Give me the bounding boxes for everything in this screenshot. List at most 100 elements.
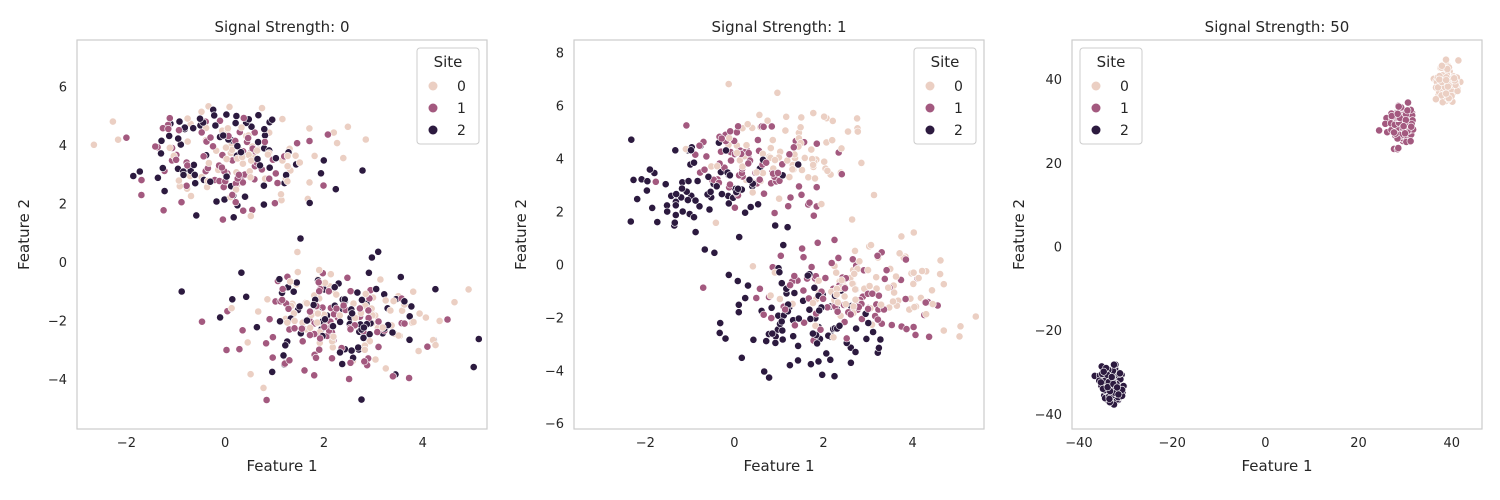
data-point-site-0 — [797, 113, 806, 122]
data-point-site-2 — [671, 146, 680, 155]
data-point-site-2 — [354, 343, 363, 352]
data-point-site-0 — [807, 145, 816, 154]
data-point-site-1 — [752, 294, 761, 302]
data-point-site-2 — [348, 309, 356, 318]
legend-marker-site-0 — [925, 81, 935, 91]
data-point-site-1 — [726, 180, 734, 189]
y-tick-label: 4 — [59, 139, 67, 154]
data-point-site-1 — [265, 315, 274, 324]
data-point-site-2 — [196, 114, 204, 123]
data-point-site-2 — [762, 337, 771, 345]
data-point-site-2 — [715, 328, 724, 337]
y-axis-label: Feature 2 — [15, 199, 33, 270]
data-point-site-1 — [175, 126, 183, 135]
legend-title: Site — [931, 53, 960, 71]
data-point-site-2 — [212, 197, 221, 206]
data-point-site-1 — [423, 342, 432, 351]
data-point-site-1 — [902, 255, 910, 264]
x-tick-label: 0 — [730, 436, 738, 451]
data-point-site-2 — [1097, 378, 1105, 387]
legend-marker-site-2 — [1091, 125, 1101, 135]
legend-entry-site-0: 0 — [428, 79, 466, 95]
data-point-site-0 — [864, 266, 872, 274]
data-point-site-2 — [864, 319, 873, 327]
data-point-site-2 — [778, 335, 787, 344]
data-point-site-2 — [268, 367, 277, 376]
data-point-site-2 — [704, 172, 713, 181]
data-point-site-2 — [754, 200, 762, 209]
data-point-site-2 — [190, 170, 199, 179]
data-point-site-1 — [754, 136, 762, 144]
data-point-site-1 — [874, 315, 882, 324]
data-point-site-0 — [853, 127, 862, 136]
data-point-site-0 — [360, 345, 369, 354]
scatter-panel-signal-1: −2 0 2 4 −6 −4 −2 0 2 4 6 8 Signal Strength: 1 Feat… — [512, 18, 985, 475]
data-point-site-1 — [319, 181, 328, 190]
x-axis-label: Feature 1 — [744, 457, 815, 475]
data-point-site-2 — [718, 190, 726, 198]
x-tick-label: 4 — [909, 436, 917, 451]
y-tick-label: 2 — [59, 197, 67, 212]
data-point-site-0 — [277, 190, 285, 199]
data-point-site-0 — [820, 112, 828, 121]
data-point-site-1 — [864, 304, 872, 313]
data-point-site-0 — [302, 299, 311, 308]
legend-box — [1079, 47, 1143, 145]
data-point-site-2 — [372, 285, 381, 293]
data-point-site-1 — [1406, 137, 1415, 146]
data-point-site-1 — [755, 175, 764, 184]
data-point-site-1 — [209, 142, 217, 151]
legend-marker-site-1 — [1091, 103, 1101, 113]
data-point-site-1 — [781, 305, 790, 314]
data-point-site-2 — [219, 131, 228, 140]
data-point-site-2 — [174, 134, 183, 143]
data-point-site-1 — [902, 325, 911, 333]
data-point-site-2 — [359, 333, 368, 342]
data-point-site-1 — [868, 289, 877, 298]
data-point-site-1 — [774, 168, 782, 177]
data-point-site-2 — [749, 335, 758, 344]
data-point-site-2 — [259, 181, 268, 190]
data-point-site-0 — [263, 295, 272, 304]
data-point-site-1 — [816, 325, 825, 334]
data-point-site-1 — [909, 323, 918, 331]
y-tick-label: −40 — [1035, 408, 1062, 423]
data-point-site-0 — [254, 307, 263, 316]
data-point-site-2 — [695, 202, 704, 211]
data-point-site-1 — [388, 372, 397, 381]
data-point-site-2 — [726, 171, 734, 180]
data-point-site-0 — [914, 274, 923, 282]
data-point-site-0 — [290, 316, 299, 325]
data-point-site-1 — [199, 152, 208, 161]
data-point-site-2 — [765, 373, 773, 382]
data-point-site-1 — [262, 396, 271, 404]
data-point-site-1 — [151, 142, 160, 151]
data-point-site-2 — [626, 217, 635, 226]
data-point-site-2 — [767, 303, 776, 312]
data-point-site-0 — [844, 127, 852, 136]
data-point-site-0 — [742, 141, 751, 150]
data-point-site-0 — [752, 168, 761, 177]
data-point-site-0 — [853, 114, 861, 123]
data-point-site-0 — [183, 137, 192, 146]
legend-title: Site — [434, 53, 463, 71]
data-point-site-0 — [197, 107, 206, 116]
data-point-site-2 — [228, 295, 237, 304]
legend-label-site-2: 2 — [954, 123, 963, 139]
data-point-site-0 — [850, 269, 859, 278]
data-point-site-0 — [1442, 76, 1451, 84]
data-point-site-2 — [760, 367, 769, 376]
data-point-site-2 — [357, 395, 366, 404]
data-point-site-1 — [217, 163, 226, 172]
data-point-site-0 — [809, 160, 817, 169]
data-point-site-1 — [324, 287, 333, 296]
x-tick-label: 2 — [819, 436, 827, 451]
data-point-site-2 — [317, 169, 325, 178]
data-point-site-2 — [693, 177, 702, 185]
data-point-site-1 — [228, 190, 237, 199]
data-point-site-0 — [435, 316, 444, 325]
data-point-site-0 — [877, 300, 885, 309]
data-point-site-1 — [911, 330, 920, 339]
data-point-site-2 — [271, 154, 280, 163]
